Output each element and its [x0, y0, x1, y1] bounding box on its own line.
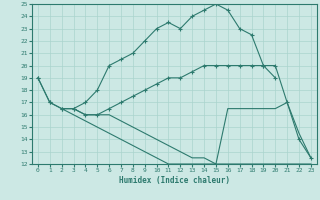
- X-axis label: Humidex (Indice chaleur): Humidex (Indice chaleur): [119, 176, 230, 185]
